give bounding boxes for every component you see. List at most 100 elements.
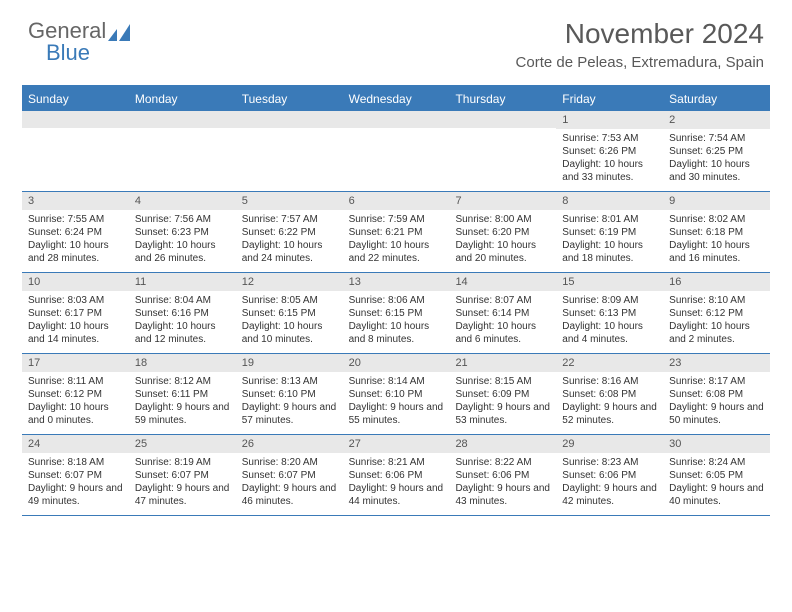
daylight: Daylight: 10 hours and 6 minutes.: [455, 320, 550, 346]
day-number: 7: [449, 192, 556, 210]
day-cell: 30Sunrise: 8:24 AMSunset: 6:05 PMDayligh…: [663, 435, 770, 515]
dayheader: Wednesday: [343, 87, 450, 111]
day-cell: [236, 111, 343, 191]
sunset: Sunset: 6:06 PM: [562, 469, 657, 482]
day-number: 20: [343, 354, 450, 372]
day-cell: 10Sunrise: 8:03 AMSunset: 6:17 PMDayligh…: [22, 273, 129, 353]
day-cell: 11Sunrise: 8:04 AMSunset: 6:16 PMDayligh…: [129, 273, 236, 353]
day-cell: 7Sunrise: 8:00 AMSunset: 6:20 PMDaylight…: [449, 192, 556, 272]
day-number: 24: [22, 435, 129, 453]
sunset: Sunset: 6:08 PM: [669, 388, 764, 401]
day-text: Sunrise: 8:19 AMSunset: 6:07 PMDaylight:…: [129, 453, 236, 514]
day-text: Sunrise: 7:57 AMSunset: 6:22 PMDaylight:…: [236, 210, 343, 271]
daylight: Daylight: 10 hours and 20 minutes.: [455, 239, 550, 265]
daylight: Daylight: 9 hours and 53 minutes.: [455, 401, 550, 427]
sunset: Sunset: 6:20 PM: [455, 226, 550, 239]
day-number: [22, 111, 129, 128]
day-text: Sunrise: 8:06 AMSunset: 6:15 PMDaylight:…: [343, 291, 450, 352]
sunset: Sunset: 6:07 PM: [135, 469, 230, 482]
daylight: Daylight: 9 hours and 55 minutes.: [349, 401, 444, 427]
daylight: Daylight: 10 hours and 2 minutes.: [669, 320, 764, 346]
sunset: Sunset: 6:23 PM: [135, 226, 230, 239]
day-cell: [449, 111, 556, 191]
day-text: Sunrise: 8:03 AMSunset: 6:17 PMDaylight:…: [22, 291, 129, 352]
daylight: Daylight: 10 hours and 0 minutes.: [28, 401, 123, 427]
week-row: 17Sunrise: 8:11 AMSunset: 6:12 PMDayligh…: [22, 354, 770, 435]
day-cell: 24Sunrise: 8:18 AMSunset: 6:07 PMDayligh…: [22, 435, 129, 515]
day-number: 23: [663, 354, 770, 372]
calendar: SundayMondayTuesdayWednesdayThursdayFrid…: [22, 85, 770, 516]
daylight: Daylight: 10 hours and 28 minutes.: [28, 239, 123, 265]
sunset: Sunset: 6:15 PM: [242, 307, 337, 320]
day-cell: 6Sunrise: 7:59 AMSunset: 6:21 PMDaylight…: [343, 192, 450, 272]
day-cell: 14Sunrise: 8:07 AMSunset: 6:14 PMDayligh…: [449, 273, 556, 353]
sunrise: Sunrise: 8:07 AM: [455, 294, 550, 307]
day-cell: 8Sunrise: 8:01 AMSunset: 6:19 PMDaylight…: [556, 192, 663, 272]
sunset: Sunset: 6:10 PM: [242, 388, 337, 401]
sunrise: Sunrise: 7:54 AM: [669, 132, 764, 145]
day-number: 17: [22, 354, 129, 372]
sunset: Sunset: 6:14 PM: [455, 307, 550, 320]
daylight: Daylight: 9 hours and 50 minutes.: [669, 401, 764, 427]
sunrise: Sunrise: 7:55 AM: [28, 213, 123, 226]
sunrise: Sunrise: 8:05 AM: [242, 294, 337, 307]
day-text: Sunrise: 8:21 AMSunset: 6:06 PMDaylight:…: [343, 453, 450, 514]
day-text: Sunrise: 8:20 AMSunset: 6:07 PMDaylight:…: [236, 453, 343, 514]
sunrise: Sunrise: 8:03 AM: [28, 294, 123, 307]
week-row: 3Sunrise: 7:55 AMSunset: 6:24 PMDaylight…: [22, 192, 770, 273]
sunset: Sunset: 6:21 PM: [349, 226, 444, 239]
day-text: Sunrise: 8:24 AMSunset: 6:05 PMDaylight:…: [663, 453, 770, 514]
day-number: 6: [343, 192, 450, 210]
sunset: Sunset: 6:06 PM: [455, 469, 550, 482]
day-cell: 16Sunrise: 8:10 AMSunset: 6:12 PMDayligh…: [663, 273, 770, 353]
sunrise: Sunrise: 8:17 AM: [669, 375, 764, 388]
day-text: Sunrise: 8:22 AMSunset: 6:06 PMDaylight:…: [449, 453, 556, 514]
dayheader: Tuesday: [236, 87, 343, 111]
sunrise: Sunrise: 8:23 AM: [562, 456, 657, 469]
day-number: 4: [129, 192, 236, 210]
sunset: Sunset: 6:11 PM: [135, 388, 230, 401]
sunrise: Sunrise: 8:20 AM: [242, 456, 337, 469]
sunset: Sunset: 6:25 PM: [669, 145, 764, 158]
sunset: Sunset: 6:16 PM: [135, 307, 230, 320]
sunrise: Sunrise: 8:09 AM: [562, 294, 657, 307]
daylight: Daylight: 9 hours and 52 minutes.: [562, 401, 657, 427]
day-text: Sunrise: 8:04 AMSunset: 6:16 PMDaylight:…: [129, 291, 236, 352]
day-cell: 15Sunrise: 8:09 AMSunset: 6:13 PMDayligh…: [556, 273, 663, 353]
day-cell: 9Sunrise: 8:02 AMSunset: 6:18 PMDaylight…: [663, 192, 770, 272]
daylight: Daylight: 9 hours and 49 minutes.: [28, 482, 123, 508]
daylight: Daylight: 9 hours and 57 minutes.: [242, 401, 337, 427]
day-number: 27: [343, 435, 450, 453]
sunset: Sunset: 6:24 PM: [28, 226, 123, 239]
dayheader: Thursday: [449, 87, 556, 111]
daylight: Daylight: 10 hours and 30 minutes.: [669, 158, 764, 184]
sunrise: Sunrise: 8:14 AM: [349, 375, 444, 388]
day-text: Sunrise: 8:12 AMSunset: 6:11 PMDaylight:…: [129, 372, 236, 433]
daylight: Daylight: 9 hours and 43 minutes.: [455, 482, 550, 508]
sunset: Sunset: 6:09 PM: [455, 388, 550, 401]
day-number: 1: [556, 111, 663, 129]
daylight: Daylight: 10 hours and 10 minutes.: [242, 320, 337, 346]
day-cell: 2Sunrise: 7:54 AMSunset: 6:25 PMDaylight…: [663, 111, 770, 191]
day-text: Sunrise: 7:56 AMSunset: 6:23 PMDaylight:…: [129, 210, 236, 271]
day-cell: [129, 111, 236, 191]
day-text: Sunrise: 8:23 AMSunset: 6:06 PMDaylight:…: [556, 453, 663, 514]
day-text: Sunrise: 7:53 AMSunset: 6:26 PMDaylight:…: [556, 129, 663, 190]
day-text: Sunrise: 8:16 AMSunset: 6:08 PMDaylight:…: [556, 372, 663, 433]
day-number: 22: [556, 354, 663, 372]
day-text: Sunrise: 8:07 AMSunset: 6:14 PMDaylight:…: [449, 291, 556, 352]
sunrise: Sunrise: 8:04 AM: [135, 294, 230, 307]
day-text: Sunrise: 7:55 AMSunset: 6:24 PMDaylight:…: [22, 210, 129, 271]
sunrise: Sunrise: 8:15 AM: [455, 375, 550, 388]
day-cell: 19Sunrise: 8:13 AMSunset: 6:10 PMDayligh…: [236, 354, 343, 434]
logo-text-blue: Blue: [46, 40, 132, 66]
day-cell: 20Sunrise: 8:14 AMSunset: 6:10 PMDayligh…: [343, 354, 450, 434]
day-cell: 26Sunrise: 8:20 AMSunset: 6:07 PMDayligh…: [236, 435, 343, 515]
day-text: Sunrise: 7:59 AMSunset: 6:21 PMDaylight:…: [343, 210, 450, 271]
day-cell: 25Sunrise: 8:19 AMSunset: 6:07 PMDayligh…: [129, 435, 236, 515]
sunrise: Sunrise: 8:11 AM: [28, 375, 123, 388]
day-number: 10: [22, 273, 129, 291]
sunrise: Sunrise: 8:22 AM: [455, 456, 550, 469]
daylight: Daylight: 9 hours and 47 minutes.: [135, 482, 230, 508]
day-cell: 27Sunrise: 8:21 AMSunset: 6:06 PMDayligh…: [343, 435, 450, 515]
